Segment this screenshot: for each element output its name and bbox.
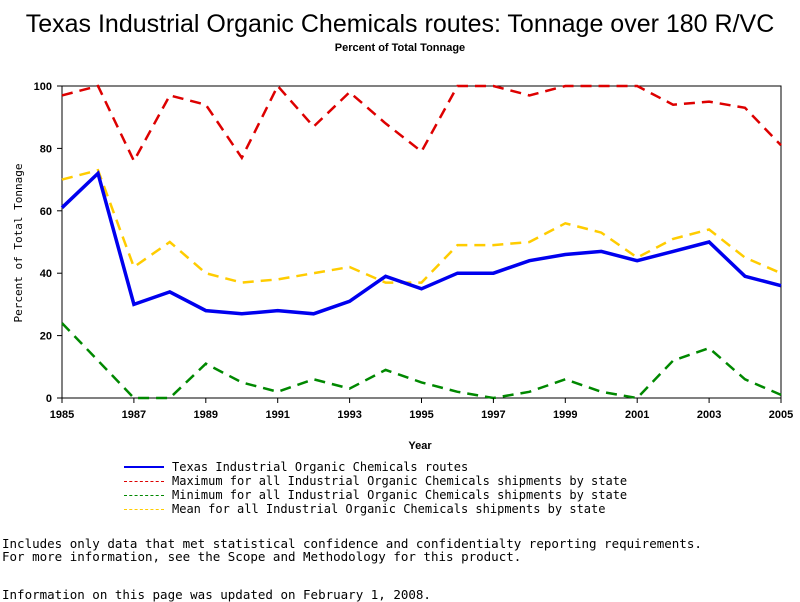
x-axis-label: Year xyxy=(408,440,432,452)
legend-item: Minimum for all Industrial Organic Chemi… xyxy=(124,488,627,502)
y-tick-label: 100 xyxy=(34,81,52,93)
legend-item: Maximum for all Industrial Organic Chemi… xyxy=(124,474,627,488)
x-tick-label: 1991 xyxy=(265,409,289,421)
legend-item: Mean for all Industrial Organic Chemical… xyxy=(124,502,627,516)
x-tick-label: 1987 xyxy=(122,409,146,421)
chart-subtitle: Percent of Total Tonnage xyxy=(334,42,466,54)
x-tick-label: 1997 xyxy=(481,409,505,421)
x-tick-label: 2005 xyxy=(769,409,793,421)
y-tick-label: 0 xyxy=(46,393,52,405)
x-tick-label: 1993 xyxy=(337,409,361,421)
legend-label: Maximum for all Industrial Organic Chemi… xyxy=(172,474,628,488)
y-tick-label: 60 xyxy=(40,206,52,218)
legend-label: Texas Industrial Organic Chemicals route… xyxy=(172,460,469,474)
legend-swatch xyxy=(124,480,164,482)
series-maximum-line xyxy=(61,83,782,164)
x-tick-label: 2003 xyxy=(697,409,721,421)
note-methodology: For more information, see the Scope and … xyxy=(2,549,522,564)
x-tick-label: 1999 xyxy=(553,409,577,421)
line-chart: 1985 1987 1989 1991 1993 1995 1997 1999 2001 2003… xyxy=(12,81,793,452)
y-tick-label: 80 xyxy=(40,143,52,155)
y-tick-label: 20 xyxy=(40,331,52,343)
y-tick-label: 40 xyxy=(40,268,52,280)
x-tick-label: 2001 xyxy=(625,409,649,421)
legend-swatch xyxy=(124,466,164,468)
note-confidence: Includes only data that met statistical … xyxy=(2,536,702,551)
x-tick-label: 1995 xyxy=(409,409,433,421)
legend: Texas Industrial Organic Chemicals route… xyxy=(124,460,627,516)
legend-swatch xyxy=(124,494,164,496)
series-minimum-line xyxy=(61,322,782,400)
legend-label: Minimum for all Industrial Organic Chemi… xyxy=(172,488,628,502)
series-texas-routes-line xyxy=(60,170,782,316)
legend-swatch xyxy=(124,508,164,510)
x-tick-label: 1985 xyxy=(50,409,74,421)
note-updated: Information on this page was updated on … xyxy=(2,587,431,602)
y-axis-label: Percent of Total Tonnage xyxy=(12,164,25,323)
series-mean-line xyxy=(61,168,782,284)
legend-label: Mean for all Industrial Organic Chemical… xyxy=(172,502,606,516)
legend-item: Texas Industrial Organic Chemicals route… xyxy=(124,460,627,474)
chart-title: Texas Industrial Organic Chemicals route… xyxy=(25,10,775,38)
x-tick-label: 1989 xyxy=(194,409,218,421)
